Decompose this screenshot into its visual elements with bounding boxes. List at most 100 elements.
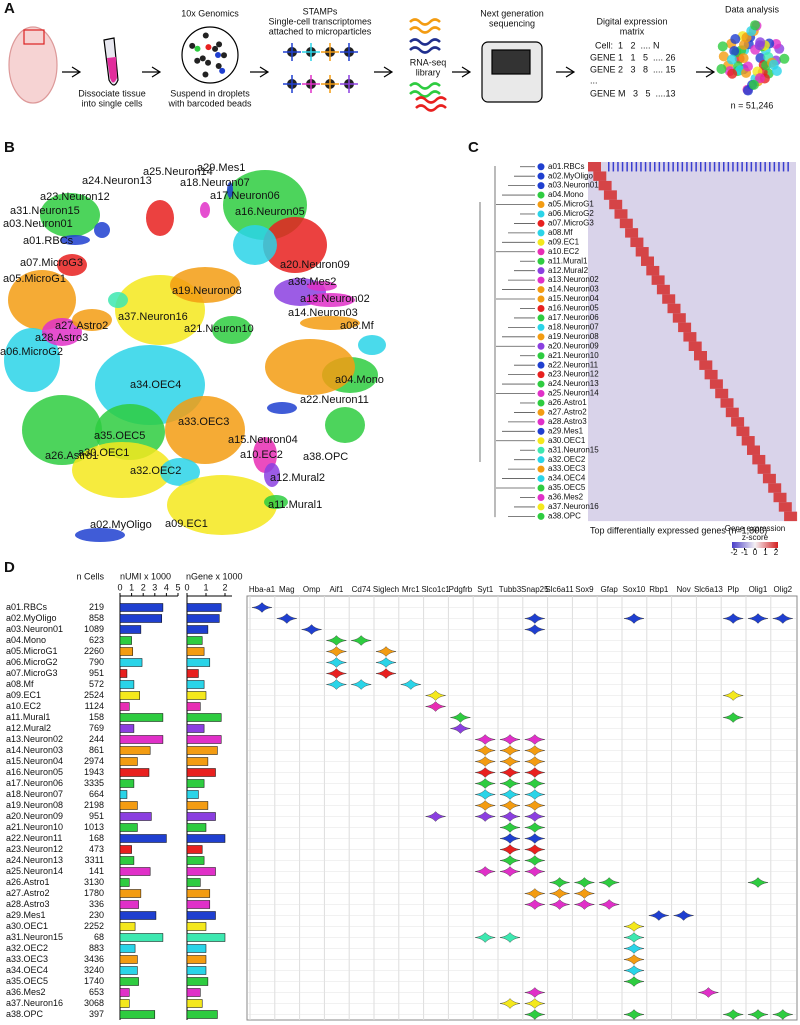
step-text: 10x Genomics	[181, 8, 239, 18]
violin	[475, 866, 496, 877]
heatmap-block	[683, 332, 697, 342]
tsne-label: a38.OPC	[303, 451, 348, 463]
row-dot	[537, 465, 545, 473]
violin	[524, 1009, 545, 1020]
step-text: Next generation	[480, 8, 544, 18]
analysis-dot	[748, 79, 759, 90]
n-cells: 653	[89, 987, 104, 997]
violin	[599, 899, 620, 910]
analysis-dot	[716, 63, 727, 74]
heatmap-block	[762, 473, 776, 484]
n-cells: 397	[89, 1009, 104, 1019]
row-label: a09.EC1	[548, 237, 580, 246]
row-label: a19.Neuron08	[548, 332, 599, 341]
heatmap-block	[678, 322, 692, 333]
row-dot	[537, 304, 545, 312]
heatmap-block	[720, 398, 734, 408]
violin	[251, 602, 273, 613]
numi-bar	[119, 955, 138, 964]
heatmap-block	[603, 190, 617, 200]
heatmap-block	[667, 303, 681, 314]
n-cells: 336	[89, 899, 104, 909]
row-dot	[537, 493, 545, 501]
transcripts	[302, 75, 320, 93]
ngene-bar	[186, 944, 207, 953]
row-dot	[537, 390, 545, 398]
heatmap-stripe	[700, 162, 702, 172]
tsne-label: a12.Mural2	[270, 472, 325, 484]
bead	[189, 42, 196, 49]
gene-label: Hba-a1	[249, 585, 276, 594]
analysis-dot	[718, 51, 729, 62]
gene-label: Syt1	[477, 585, 494, 594]
heatmap-block	[709, 379, 723, 389]
row-label: a38.OPC	[548, 511, 581, 520]
gene-label: Slc6a13	[694, 585, 723, 594]
n-cells: 2252	[84, 921, 104, 931]
n-cells: 3068	[84, 998, 104, 1008]
violin	[475, 811, 496, 822]
gene-label: Aif1	[330, 585, 344, 594]
bead	[194, 45, 201, 52]
cluster-label: a05.MicroG1	[6, 646, 58, 656]
heatmap-stripe	[658, 162, 661, 172]
panel-label: C	[468, 139, 479, 156]
panel-label: A	[4, 0, 15, 17]
row-dot	[537, 257, 545, 265]
n-cells: 68	[94, 932, 104, 942]
ngene-bar	[186, 713, 222, 722]
tsne-cluster	[265, 339, 355, 395]
cluster-label: a23.Neuron12	[6, 844, 63, 854]
heatmap-block	[646, 265, 660, 276]
tsne-label: a21.Neuron10	[184, 323, 254, 335]
n-cells: 3240	[84, 965, 104, 975]
legend-tick: 2	[774, 548, 779, 557]
row-label: a28.Astro3	[548, 417, 587, 426]
ngene-bar	[186, 724, 205, 733]
numi-bar	[119, 812, 152, 821]
n-cells: 2198	[84, 800, 104, 810]
bead	[202, 32, 209, 39]
row-label: a13.Neuron02	[548, 275, 599, 284]
violin	[524, 811, 545, 822]
row-dot	[537, 295, 545, 303]
cluster-label: a13.Neuron02	[6, 734, 63, 744]
violin	[648, 910, 669, 921]
heatmap-stripe	[608, 162, 610, 172]
gene-label: Slco1c1	[421, 585, 450, 594]
n-cells: 1740	[84, 976, 104, 986]
n-cells: 861	[89, 745, 104, 755]
violin	[524, 613, 545, 624]
n-cells: 1780	[84, 888, 104, 898]
row-label: a36.Mes2	[548, 493, 584, 502]
heatmap-stripe	[626, 162, 628, 172]
violin	[499, 745, 521, 756]
violin	[499, 932, 521, 943]
violin	[698, 987, 719, 998]
heatmap-stripe	[631, 162, 633, 172]
heatmap-stripe	[617, 162, 619, 172]
numi-bar	[119, 801, 138, 810]
violin	[400, 679, 421, 690]
heatmap-stripe	[732, 162, 734, 172]
legend-tick: -2	[730, 548, 738, 557]
n-cells: 1013	[84, 822, 104, 832]
violin	[499, 855, 521, 866]
legend-title: z-score	[742, 533, 769, 542]
heatmap-block	[699, 360, 713, 370]
heatmap-stripe	[727, 162, 730, 172]
ngene-bar	[186, 999, 203, 1008]
cluster-label: a15.Neuron04	[6, 756, 63, 766]
n-cells: 623	[89, 635, 104, 645]
bead	[220, 52, 227, 59]
heatmap-block	[614, 209, 628, 219]
ngene-bar	[186, 636, 203, 645]
tsne-label: a16.Neuron05	[235, 206, 305, 218]
violin	[499, 811, 521, 822]
matrix-line: GENE 2 3 8 .... 15	[590, 64, 676, 74]
heatmap-block	[625, 228, 639, 238]
violin	[747, 613, 769, 624]
violin	[276, 613, 297, 624]
cluster-label: a36.Mes2	[6, 987, 46, 997]
row-label: a01.RBCs	[548, 162, 584, 171]
